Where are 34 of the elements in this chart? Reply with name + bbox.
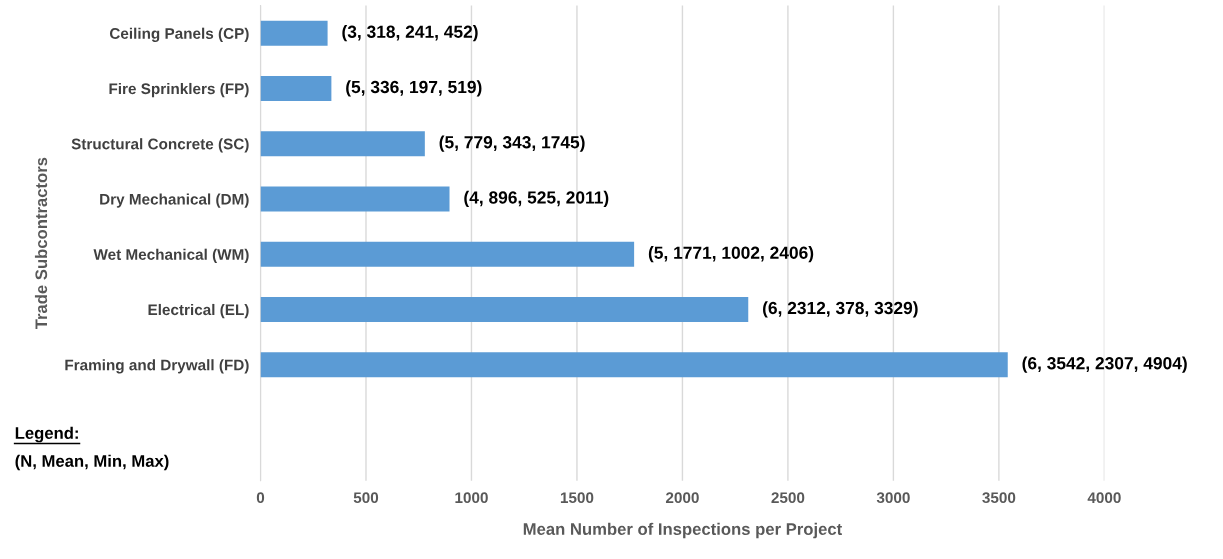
text: Legend: (15, 426, 78, 443)
x-tick-label: 0 (256, 492, 265, 504)
x-tick-label: 3000 (876, 492, 910, 504)
x-tick-label: 1500 (560, 492, 594, 504)
y-tick-label: Electrical (EL) (148, 303, 249, 319)
y-tick-label: Structural Concrete (SC) (71, 138, 249, 153)
data-label: (5, 1771, 1002, 2406) (648, 246, 814, 263)
data-label: (6, 3542, 2307, 4904) (1022, 356, 1187, 373)
bar (260, 352, 1008, 378)
text: (N, Mean, Min, Max) (15, 454, 169, 471)
y-tick-label: Dry Mechanical (DM) (100, 193, 249, 208)
data-label: (6, 2312, 378, 3329) (763, 301, 918, 318)
x-tick-label: 4000 (1087, 492, 1121, 504)
x-tick-label: 2500 (771, 492, 805, 504)
bar (260, 76, 332, 101)
x-tick-label: 2000 (665, 492, 699, 504)
data-label: (4, 896, 525, 2011) (464, 190, 609, 208)
x-axis-title: Mean Number of Inspections per Project (523, 522, 842, 539)
x-tick-label: 1000 (455, 492, 488, 504)
y-tick-label: Fire Sprinklers (FP) (109, 82, 249, 98)
y-tick-label: Ceiling Panels (CP) (109, 27, 249, 42)
x-tick-label: 3500 (982, 492, 1016, 504)
bar (260, 297, 749, 322)
bar (260, 131, 425, 157)
bar (260, 20, 328, 46)
y-tick-label: Wet Mechanical (WM) (93, 248, 249, 263)
bar (260, 241, 635, 267)
bar (260, 186, 450, 212)
y-axis-title: Trade Subcontractors (34, 157, 48, 330)
y-tick-label: Framing and Drywall (FD) (65, 359, 249, 374)
x-tick-label: 500 (353, 492, 379, 504)
data-label: (5, 336, 197, 519) (346, 80, 482, 97)
data-label: (5, 779, 343, 1745) (439, 135, 585, 152)
data-label: (3, 318, 241, 452) (342, 25, 478, 42)
